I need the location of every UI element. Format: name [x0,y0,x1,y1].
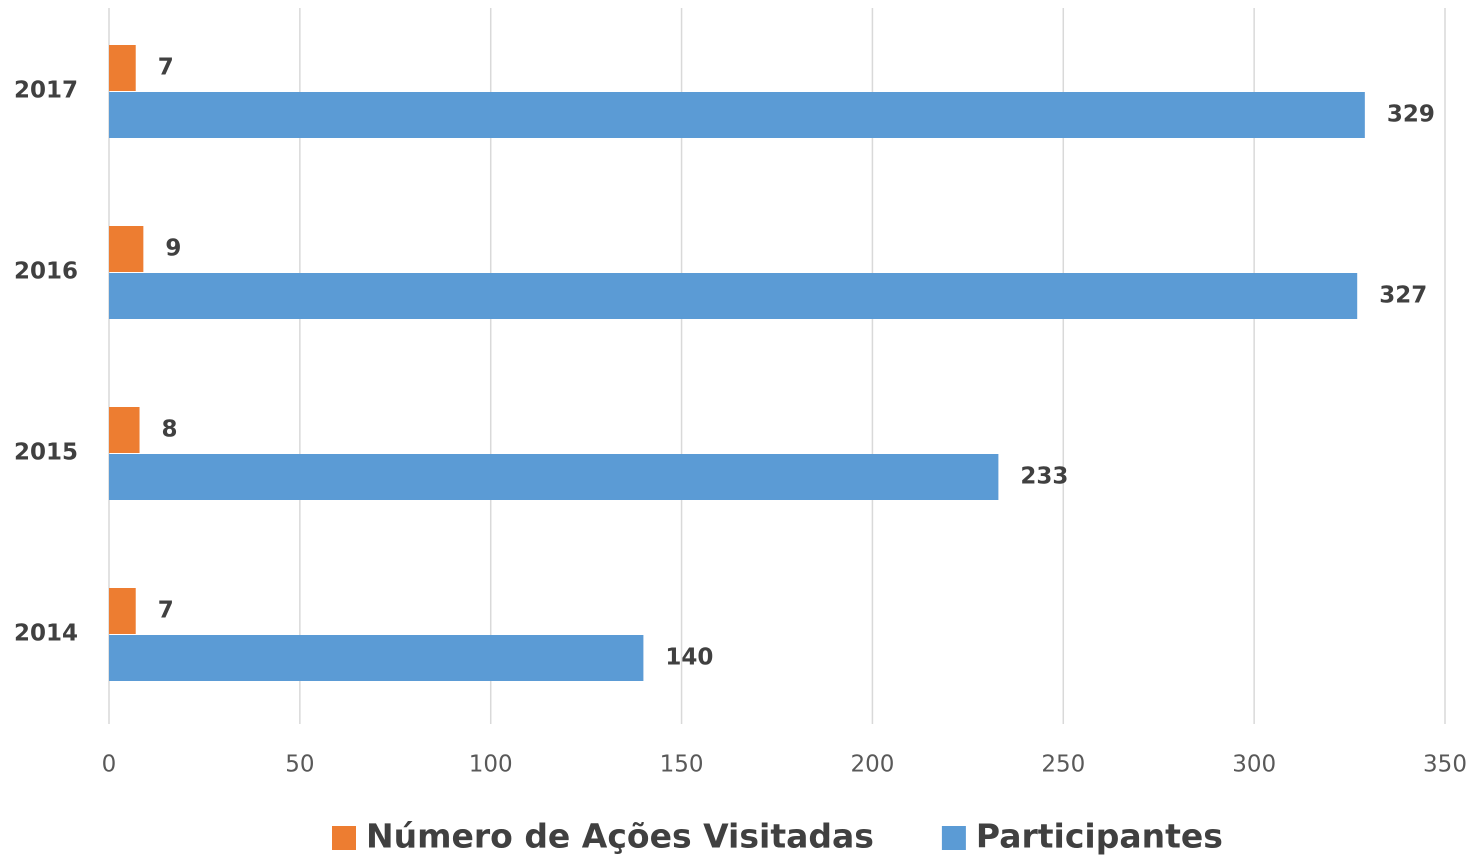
data-label: 327 [1379,283,1427,309]
data-label: 9 [165,236,181,262]
x-tick-label: 250 [1041,752,1085,778]
bar [109,407,140,453]
data-label: 7 [158,598,174,624]
x-tick-label: 150 [660,752,704,778]
data-label: 233 [1020,464,1068,490]
data-label: 8 [162,417,178,443]
x-tick-label: 300 [1232,752,1276,778]
category-label: 2016 [14,259,78,285]
category-label: 2015 [14,440,78,466]
legend-label: Participantes [976,817,1223,856]
bar [109,273,1358,319]
bar [109,635,644,681]
legend-swatch [941,826,966,850]
data-label: 329 [1387,102,1435,128]
bar [109,454,999,500]
category-label: 2017 [14,78,78,104]
x-tick-label: 50 [285,752,314,778]
bar [109,226,144,272]
data-label: 140 [665,645,713,671]
x-tick-label: 350 [1423,752,1467,778]
data-label: 7 [158,55,174,81]
category-label: 2014 [14,621,78,647]
bar [109,45,136,91]
legend-label: Número de Ações Visitadas [366,817,874,856]
x-tick-label: 200 [850,752,894,778]
x-tick-label: 100 [469,752,513,778]
bar [109,588,136,634]
x-tick-label: 0 [102,752,117,778]
bar [109,92,1365,138]
legend-swatch [332,826,356,850]
